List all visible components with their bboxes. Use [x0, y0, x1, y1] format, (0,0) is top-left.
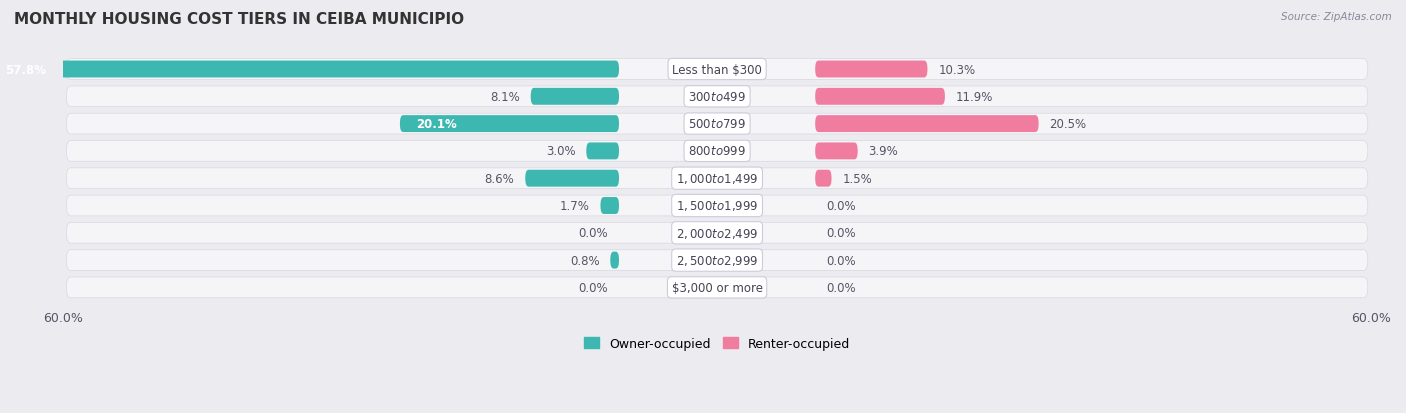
- FancyBboxPatch shape: [815, 170, 831, 187]
- FancyBboxPatch shape: [66, 250, 1368, 271]
- Text: $500 to $799: $500 to $799: [688, 118, 747, 131]
- FancyBboxPatch shape: [530, 89, 619, 105]
- Text: Less than $300: Less than $300: [672, 63, 762, 76]
- Text: 0.0%: 0.0%: [578, 227, 609, 240]
- FancyBboxPatch shape: [586, 143, 619, 160]
- FancyBboxPatch shape: [815, 143, 858, 160]
- Text: 1.7%: 1.7%: [560, 199, 589, 212]
- Text: 20.5%: 20.5%: [1049, 118, 1087, 131]
- Text: 1.5%: 1.5%: [842, 172, 872, 185]
- FancyBboxPatch shape: [66, 141, 1368, 162]
- FancyBboxPatch shape: [610, 252, 619, 269]
- Text: 20.1%: 20.1%: [416, 118, 457, 131]
- Text: $2,500 to $2,999: $2,500 to $2,999: [676, 254, 758, 268]
- Text: Source: ZipAtlas.com: Source: ZipAtlas.com: [1281, 12, 1392, 22]
- Text: $2,000 to $2,499: $2,000 to $2,499: [676, 226, 758, 240]
- FancyBboxPatch shape: [526, 170, 619, 187]
- Text: 57.8%: 57.8%: [6, 63, 46, 76]
- Legend: Owner-occupied, Renter-occupied: Owner-occupied, Renter-occupied: [579, 332, 855, 355]
- Text: 8.6%: 8.6%: [485, 172, 515, 185]
- Text: $300 to $499: $300 to $499: [688, 90, 747, 104]
- FancyBboxPatch shape: [66, 114, 1368, 135]
- FancyBboxPatch shape: [66, 223, 1368, 244]
- Text: 0.0%: 0.0%: [578, 281, 609, 294]
- FancyBboxPatch shape: [66, 169, 1368, 189]
- Text: 3.9%: 3.9%: [869, 145, 898, 158]
- FancyBboxPatch shape: [815, 89, 945, 105]
- Text: 11.9%: 11.9%: [956, 90, 993, 104]
- Text: 10.3%: 10.3%: [938, 63, 976, 76]
- Text: 8.1%: 8.1%: [491, 90, 520, 104]
- FancyBboxPatch shape: [815, 62, 928, 78]
- FancyBboxPatch shape: [0, 62, 619, 78]
- FancyBboxPatch shape: [815, 116, 1039, 133]
- FancyBboxPatch shape: [66, 87, 1368, 107]
- Text: 0.0%: 0.0%: [827, 227, 856, 240]
- Text: $800 to $999: $800 to $999: [688, 145, 747, 158]
- Text: $1,000 to $1,499: $1,000 to $1,499: [676, 172, 758, 186]
- Text: $1,500 to $1,999: $1,500 to $1,999: [676, 199, 758, 213]
- Text: $3,000 or more: $3,000 or more: [672, 281, 762, 294]
- Text: 0.0%: 0.0%: [827, 199, 856, 212]
- FancyBboxPatch shape: [600, 197, 619, 214]
- Text: MONTHLY HOUSING COST TIERS IN CEIBA MUNICIPIO: MONTHLY HOUSING COST TIERS IN CEIBA MUNI…: [14, 12, 464, 27]
- Text: 3.0%: 3.0%: [546, 145, 575, 158]
- FancyBboxPatch shape: [66, 59, 1368, 80]
- Text: 0.8%: 0.8%: [569, 254, 599, 267]
- FancyBboxPatch shape: [66, 196, 1368, 216]
- FancyBboxPatch shape: [66, 278, 1368, 298]
- FancyBboxPatch shape: [399, 116, 619, 133]
- Text: 0.0%: 0.0%: [827, 254, 856, 267]
- Text: 0.0%: 0.0%: [827, 281, 856, 294]
